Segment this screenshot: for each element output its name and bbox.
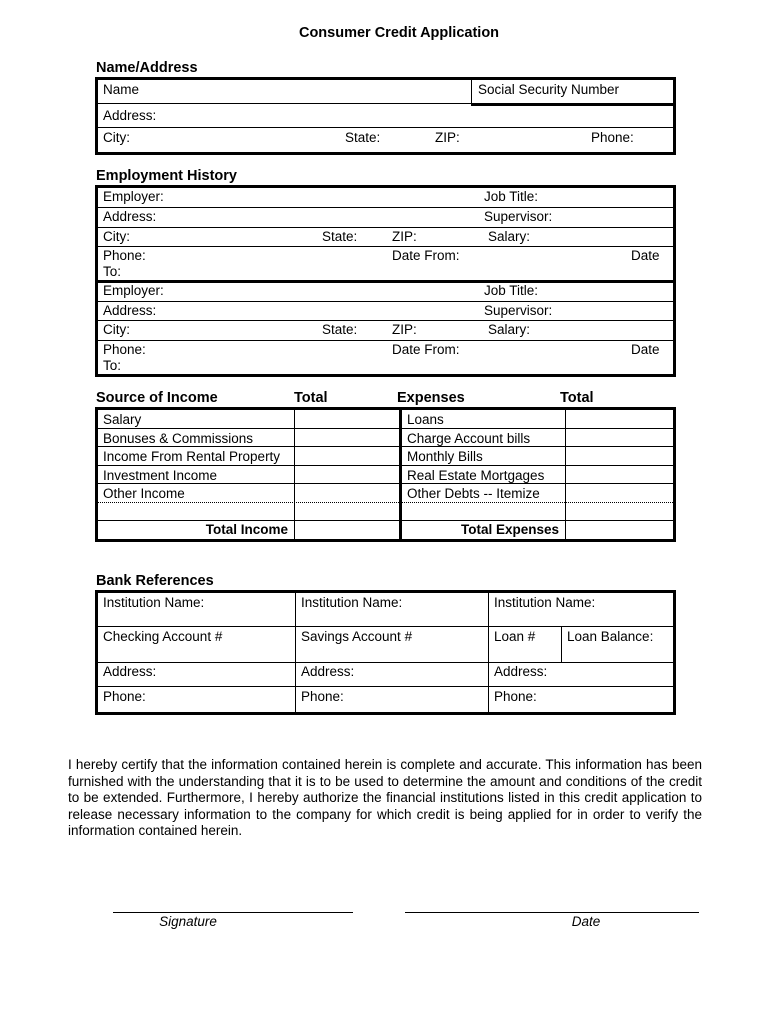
employer-zip-field[interactable]: ZIP: [392,229,417,244]
income-total-cell[interactable] [296,502,398,519]
job-title-field[interactable]: Job Title: [484,283,539,298]
employer-address-field[interactable]: Address: [103,303,157,318]
income-total-cell[interactable] [296,409,398,426]
expense-row-label: Monthly Bills [407,449,483,464]
expense-total-cell[interactable] [567,428,673,445]
supervisor-field[interactable]: Supervisor: [484,209,553,224]
date-from-field[interactable]: Date From: [392,342,460,357]
job-title-field[interactable]: Job Title: [484,189,539,204]
date-to-label: Date [631,342,660,357]
expense-row-label: Charge Account bills [407,431,531,446]
expense-total-cell[interactable] [567,409,673,426]
employer-address-field[interactable]: Address: [103,209,157,224]
signature-label: Signature [159,914,217,929]
finances-box [95,407,676,542]
city-field[interactable]: City: [103,130,130,145]
expenses-total-heading: Total [560,390,594,406]
expense-total-cell[interactable] [567,465,673,482]
employer-field[interactable]: Employer: [103,189,164,204]
employer-state-field[interactable]: State: [322,229,358,244]
income-row-label: Income From Rental Property [103,449,281,464]
income-total-cell[interactable] [296,465,398,482]
date-label: Date [571,914,601,929]
supervisor-field[interactable]: Supervisor: [484,303,553,318]
date-to-field[interactable]: To: [103,264,122,279]
institution-name-2-field[interactable]: Institution Name: [301,595,403,610]
income-row-label: Salary [103,412,142,427]
expense-row-label: Other Debts -- Itemize [407,486,540,501]
income-total-heading: Total [294,390,328,406]
bank-phone-2-field[interactable]: Phone: [301,689,344,704]
income-row-label: Other Income [103,486,185,501]
employment-box [95,185,676,377]
bank-address-1-field[interactable]: Address: [103,664,157,679]
expense-row-label: Loans [407,412,444,427]
institution-name-1-field[interactable]: Institution Name: [103,595,205,610]
income-heading: Source of Income [96,390,218,406]
phone-field[interactable]: Phone: [591,130,634,145]
income-row-label: Bonuses & Commissions [103,431,254,446]
name-field[interactable]: Name [103,82,140,97]
signature-line[interactable] [113,912,353,913]
income-total-cell[interactable] [296,428,398,445]
bank-address-3-field[interactable]: Address: [494,664,548,679]
expense-total-cell[interactable] [567,483,673,500]
date-to-field[interactable]: To: [103,358,122,373]
expenses-heading: Expenses [397,390,465,406]
loan-number-field[interactable]: Loan # [494,629,536,644]
employer-phone-field[interactable]: Phone: [103,342,146,357]
bank-box [95,590,676,715]
loan-balance-field[interactable]: Loan Balance: [567,629,654,644]
name-address-box [95,77,676,155]
salary-field[interactable]: Salary: [488,322,531,337]
zip-field[interactable]: ZIP: [435,130,460,145]
bank-heading: Bank References [96,573,214,589]
total-expenses-label: Total Expenses [460,522,559,537]
ssn-field[interactable]: Social Security Number [478,82,620,97]
date-from-field[interactable]: Date From: [392,248,460,263]
page-title: Consumer Credit Application [298,25,500,41]
total-income-label: Total Income [205,522,288,537]
name-address-heading: Name/Address [96,60,198,76]
employer-zip-field[interactable]: ZIP: [392,322,417,337]
savings-account-field[interactable]: Savings Account # [301,629,413,644]
state-field[interactable]: State: [345,130,381,145]
income-row-label: Investment Income [103,468,218,483]
bank-address-2-field[interactable]: Address: [301,664,355,679]
bank-phone-3-field[interactable]: Phone: [494,689,537,704]
checking-account-field[interactable]: Checking Account # [103,629,223,644]
expense-row-label: Real Estate Mortgages [407,468,545,483]
employer-city-field[interactable]: City: [103,229,130,244]
income-total-cell[interactable] [296,483,398,500]
date-line[interactable] [405,912,699,913]
date-to-label: Date [631,248,660,263]
expense-total-cell[interactable] [567,446,673,463]
institution-name-3-field[interactable]: Institution Name: [494,595,596,610]
employer-phone-field[interactable]: Phone: [103,248,146,263]
income-total-cell[interactable] [296,446,398,463]
expense-total-cell[interactable] [567,502,673,519]
bank-phone-1-field[interactable]: Phone: [103,689,146,704]
employer-field[interactable]: Employer: [103,283,164,298]
employer-state-field[interactable]: State: [322,322,358,337]
certification-text: I hereby certify that the information co… [68,757,702,838]
employment-heading: Employment History [96,168,237,184]
salary-field[interactable]: Salary: [488,229,531,244]
employer-city-field[interactable]: City: [103,322,130,337]
address-field[interactable]: Address: [103,108,157,123]
